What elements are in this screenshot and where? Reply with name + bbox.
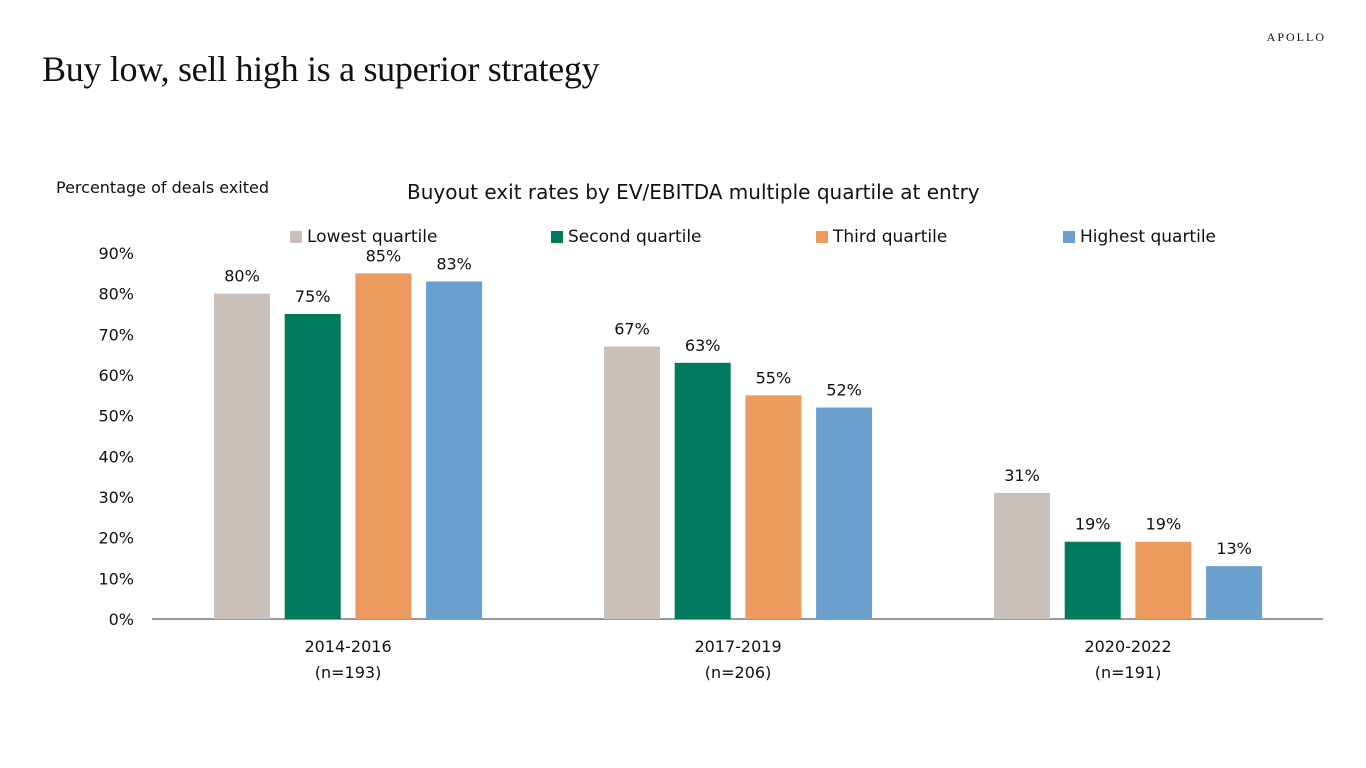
chart-title: Buyout exit rates by EV/EBITDA multiple … xyxy=(407,180,980,204)
page-title: Buy low, sell high is a superior strateg… xyxy=(42,49,600,89)
x-category-label: 2017-2019 xyxy=(694,637,781,656)
bar xyxy=(994,492,1050,619)
bar xyxy=(1206,566,1263,619)
bar-value-label: 85% xyxy=(366,246,402,265)
bar-value-label: 80% xyxy=(224,267,260,286)
y-tick-label: 60% xyxy=(98,366,134,385)
bar xyxy=(674,362,731,619)
bar-value-label: 52% xyxy=(826,381,862,400)
bar-value-label: 13% xyxy=(1216,539,1252,558)
x-category-label: 2014-2016 xyxy=(304,637,391,656)
bar xyxy=(1064,541,1121,619)
y-tick-label: 30% xyxy=(98,488,134,507)
x-category-sublabel: (n=206) xyxy=(705,663,772,682)
y-tick-label: 10% xyxy=(98,569,134,588)
bar-value-label: 19% xyxy=(1075,515,1111,534)
bar-value-label: 31% xyxy=(1004,466,1040,485)
x-category-label: 2020-2022 xyxy=(1084,637,1171,656)
bar xyxy=(355,273,412,619)
bar-value-label: 83% xyxy=(436,254,472,273)
y-tick-label: 0% xyxy=(109,610,134,629)
y-tick-label: 50% xyxy=(98,407,134,426)
x-category-sublabel: (n=193) xyxy=(315,663,382,682)
bar-value-label: 63% xyxy=(685,336,721,355)
bar xyxy=(284,314,341,619)
bar xyxy=(745,395,802,619)
bar-value-label: 19% xyxy=(1146,515,1182,534)
bar-value-label: 55% xyxy=(756,368,792,387)
bar-value-label: 75% xyxy=(295,287,331,306)
y-axis-title: Percentage of deals exited xyxy=(56,178,270,197)
y-tick-label: 40% xyxy=(98,447,134,466)
bar xyxy=(426,281,483,619)
y-tick-label: 70% xyxy=(98,325,134,344)
brand-logo: APOLLO xyxy=(1266,30,1326,44)
bar-value-label: 67% xyxy=(614,320,650,339)
bar xyxy=(1135,541,1192,619)
y-tick-label: 90% xyxy=(98,244,134,263)
y-tick-label: 80% xyxy=(98,285,134,304)
bar xyxy=(604,346,660,619)
y-tick-label: 20% xyxy=(98,529,134,548)
bar xyxy=(816,407,873,619)
bar xyxy=(214,293,270,619)
x-category-sublabel: (n=191) xyxy=(1095,663,1162,682)
